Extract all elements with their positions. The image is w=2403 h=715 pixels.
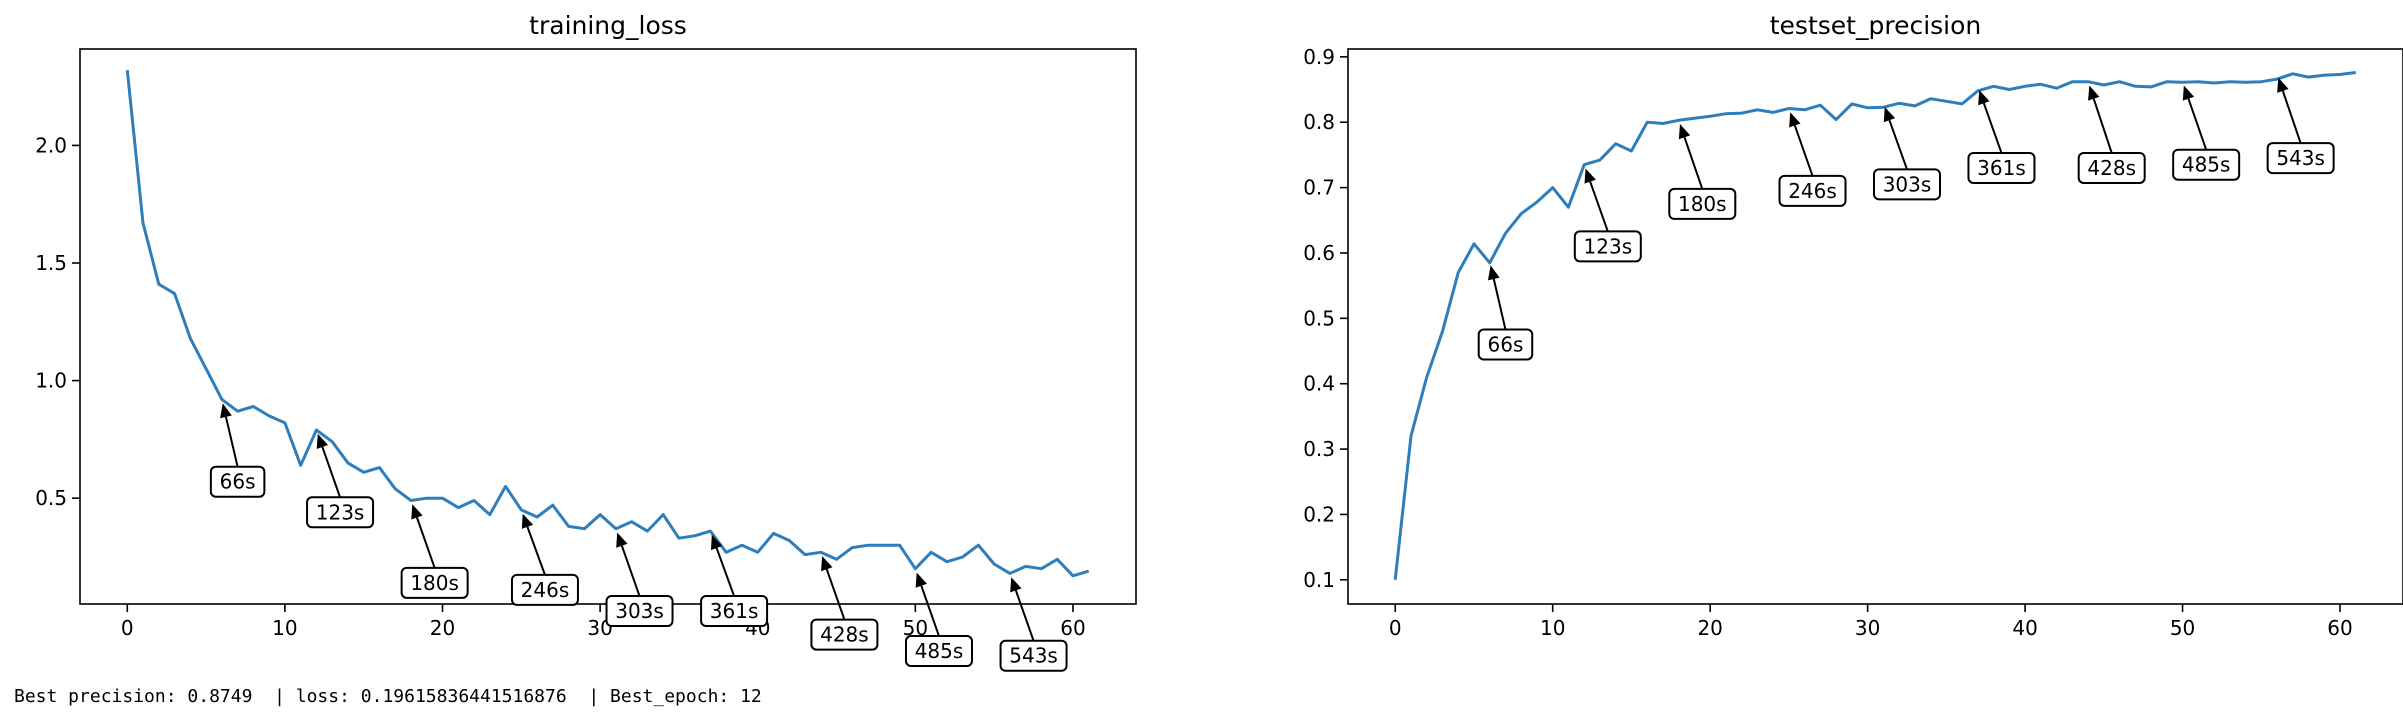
annotation-label: 428s — [2087, 156, 2136, 180]
annotation-label: 246s — [521, 578, 570, 602]
annotation-arrow — [622, 546, 640, 596]
annotation-arrow — [1984, 103, 2002, 153]
annotation-arrow — [2283, 91, 2301, 143]
annotation-arrowhead — [1010, 577, 1021, 592]
annotation-label: 543s — [1009, 644, 1058, 668]
chart-title: training_loss — [529, 11, 687, 40]
x-tick-label: 0 — [1389, 616, 1402, 640]
annotation-arrow — [1016, 590, 1034, 640]
annotation-label: 485s — [915, 639, 964, 663]
annotation-303s: 303s — [1874, 107, 1940, 199]
x-tick-label: 40 — [2012, 616, 2037, 640]
annotation-label: 361s — [1977, 156, 2026, 180]
annotation-label: 428s — [820, 623, 869, 647]
annotation-arrow — [827, 569, 845, 619]
x-tick-label: 10 — [272, 616, 297, 640]
annotation-428s: 428s — [2079, 85, 2145, 182]
annotation-arrow — [322, 447, 340, 497]
annotation-arrowhead — [616, 533, 627, 548]
y-tick-label: 1.5 — [35, 251, 67, 275]
annotation-arrow — [417, 518, 435, 568]
training_loss-series-line — [127, 70, 1088, 576]
annotation-428s: 428s — [811, 556, 877, 650]
annotation-arrowhead — [916, 572, 927, 587]
annotation-arrow — [1494, 279, 1506, 329]
annotation-label: 66s — [220, 470, 256, 494]
annotation-arrowhead — [2088, 85, 2099, 100]
annotation-246s: 246s — [1780, 112, 1846, 206]
annotation-label: 123s — [316, 500, 365, 524]
annotation-label: 543s — [2276, 146, 2325, 170]
annotation-arrow — [1590, 182, 1608, 232]
annotation-arrow — [1685, 137, 1703, 189]
x-tick-label: 10 — [1540, 616, 1565, 640]
annotation-180s: 180s — [1669, 124, 1735, 219]
x-tick-label: 20 — [1697, 616, 1722, 640]
y-tick-label: 0.5 — [35, 486, 67, 510]
testset-precision-chart: testset_precision 0 10 20 30 40 50 60 0.1 0.2 0.3 0… — [1303, 11, 2403, 640]
annotation-arrow — [1795, 125, 1813, 175]
y-tick-label: 2.0 — [35, 133, 67, 157]
testset_precision-series-line — [1395, 73, 2356, 580]
x-tick-label: 0 — [121, 616, 134, 640]
annotation-123s: 123s — [307, 434, 373, 528]
annotation-arrowhead — [1884, 107, 1895, 122]
annotation-66s: 66s — [211, 403, 265, 496]
x-tick-label: 20 — [430, 616, 455, 640]
annotation-label: 303s — [1883, 172, 1932, 196]
annotation-arrowhead — [2183, 85, 2194, 100]
y-tick-label: 0.8 — [1303, 110, 1335, 134]
annotation-66s: 66s — [1479, 265, 1533, 359]
y-tick-label: 0.2 — [1303, 502, 1335, 526]
y-tick-label: 0.3 — [1303, 437, 1335, 461]
y-tick-label: 0.4 — [1303, 372, 1335, 396]
annotation-485s: 485s — [2173, 85, 2239, 179]
annotation-label: 303s — [615, 599, 664, 623]
annotation-123s: 123s — [1575, 168, 1641, 261]
annotation-arrow — [717, 548, 734, 596]
annotation-arrowhead — [2277, 78, 2288, 93]
annotation-arrow — [527, 527, 544, 575]
annotation-arrow — [2094, 99, 2112, 153]
y-tick-label: 0.9 — [1303, 45, 1335, 69]
x-tick-label: 60 — [2327, 616, 2352, 640]
chart-title: testset_precision — [1770, 11, 1982, 40]
annotation-180s: 180s — [402, 504, 468, 598]
annotation-label: 361s — [710, 599, 759, 623]
y-tick-label: 0.1 — [1303, 568, 1335, 592]
annotation-arrowhead — [1789, 112, 1800, 127]
y-tick-label: 1.0 — [35, 369, 67, 393]
y-tick-label: 0.6 — [1303, 241, 1335, 265]
annotation-361s: 361s — [1968, 90, 2034, 183]
annotation-arrow — [2188, 99, 2206, 150]
x-tick-label: 60 — [1060, 616, 1085, 640]
annotation-arrowhead — [1679, 124, 1690, 139]
annotation-arrowhead — [1585, 168, 1596, 183]
annotation-arrowhead — [1488, 265, 1500, 280]
annotation-label: 246s — [1788, 179, 1837, 203]
annotation-arrowhead — [411, 504, 422, 519]
annotation-arrowhead — [1978, 90, 1989, 105]
annotation-arrow — [226, 417, 238, 467]
annotation-label: 123s — [1584, 234, 1633, 258]
annotation-303s: 303s — [607, 533, 673, 627]
annotation-label: 180s — [410, 571, 459, 595]
y-tick-label: 0.5 — [1303, 306, 1335, 330]
x-tick-label: 30 — [1855, 616, 1880, 640]
y-tick-label: 0.7 — [1303, 176, 1335, 200]
annotation-label: 66s — [1488, 332, 1524, 356]
annotation-arrow — [1889, 120, 1907, 169]
x-tick-label: 50 — [2170, 616, 2195, 640]
annotation-label: 485s — [2182, 153, 2231, 177]
annotation-543s: 543s — [1001, 577, 1067, 671]
plot-frame — [1348, 49, 2403, 604]
annotation-label: 180s — [1678, 192, 1727, 216]
best-metrics-summary: Best precision: 0.8749 | loss: 0.1961583… — [14, 686, 762, 707]
annotation-543s: 543s — [2268, 78, 2334, 174]
